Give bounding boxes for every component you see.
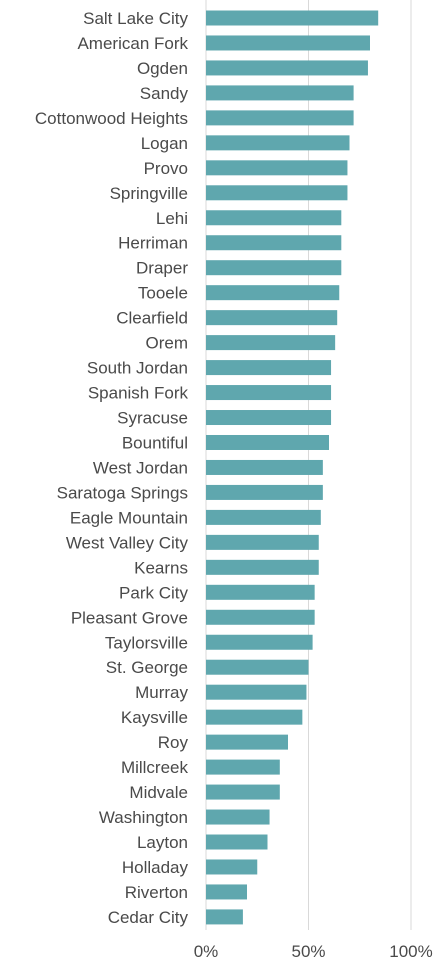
category-label: Logan — [141, 134, 188, 153]
bar — [206, 609, 315, 625]
category-label: American Fork — [77, 34, 188, 53]
bar — [206, 235, 342, 251]
bar — [206, 410, 332, 426]
bar — [206, 884, 247, 900]
category-label: Orem — [146, 334, 189, 353]
category-label: Herriman — [118, 234, 188, 253]
category-label: St. George — [106, 658, 188, 677]
bar — [206, 809, 270, 825]
bar — [206, 85, 354, 101]
x-tick-label: 0% — [194, 942, 219, 961]
category-label: Clearfield — [116, 309, 188, 328]
category-label: Layton — [137, 833, 188, 852]
x-axis-tick-labels: 0% 50% 100% — [194, 942, 433, 961]
bar — [206, 60, 368, 76]
category-label: West Valley City — [66, 533, 189, 552]
bar — [206, 909, 243, 925]
category-label: Syracuse — [117, 409, 188, 428]
x-tick-label: 50% — [291, 942, 325, 961]
category-label: Riverton — [125, 883, 188, 902]
category-label: Kaysville — [121, 708, 188, 727]
category-label: Midvale — [129, 783, 188, 802]
category-label: Tooele — [138, 284, 188, 303]
category-label: Washington — [99, 808, 188, 827]
category-label: Salt Lake City — [83, 9, 188, 28]
bar — [206, 35, 370, 51]
category-labels: Salt Lake City American Fork Ogden Sandy Cot… — [35, 9, 189, 927]
category-label: Saratoga Springs — [57, 483, 188, 502]
bars — [206, 10, 379, 925]
category-label: Bountiful — [122, 433, 188, 452]
bar — [206, 385, 332, 401]
category-label: Ogden — [137, 59, 188, 78]
category-label: Murray — [135, 683, 188, 702]
bar — [206, 185, 348, 201]
bar — [206, 10, 379, 26]
bar — [206, 834, 268, 850]
bar — [206, 484, 323, 500]
category-label: South Jordan — [87, 359, 188, 378]
category-label: Millcreek — [121, 758, 189, 777]
bar — [206, 734, 288, 750]
bar — [206, 559, 319, 575]
category-label: Park City — [119, 583, 188, 602]
bar — [206, 759, 280, 775]
category-label: Eagle Mountain — [70, 508, 188, 527]
bar — [206, 584, 315, 600]
bar — [206, 285, 340, 301]
bar — [206, 260, 342, 276]
x-tick-label: 100% — [389, 942, 432, 961]
bar — [206, 709, 303, 725]
bar — [206, 110, 354, 126]
bar — [206, 135, 350, 151]
bar — [206, 434, 329, 450]
category-label: Kearns — [134, 558, 188, 577]
bar — [206, 310, 338, 326]
bar — [206, 784, 280, 800]
category-label: Draper — [136, 259, 188, 278]
bar — [206, 534, 319, 550]
category-label: Roy — [158, 733, 189, 752]
category-label: Holladay — [122, 858, 189, 877]
bar — [206, 160, 348, 176]
category-label: Pleasant Grove — [71, 608, 188, 627]
category-label: Sandy — [140, 84, 189, 103]
category-label: Springville — [110, 184, 188, 203]
bar — [206, 459, 323, 475]
category-label: Taylorsville — [105, 633, 188, 652]
bar — [206, 684, 307, 700]
category-label: Lehi — [156, 209, 188, 228]
bar — [206, 659, 309, 675]
bar — [206, 360, 332, 376]
bar — [206, 634, 313, 650]
bar — [206, 859, 258, 875]
bar — [206, 335, 336, 351]
category-label: Provo — [144, 159, 188, 178]
category-label: Cottonwood Heights — [35, 109, 188, 128]
bar — [206, 509, 321, 525]
category-label: Cedar City — [108, 908, 189, 927]
bar — [206, 210, 342, 226]
category-label: West Jordan — [93, 458, 188, 477]
category-label: Spanish Fork — [88, 384, 189, 403]
